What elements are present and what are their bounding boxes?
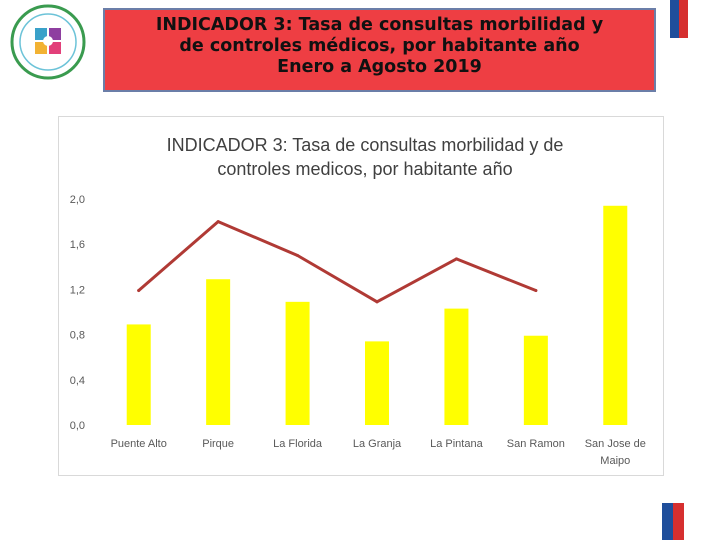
slide-title: INDICADOR 3: Tasa de consultas morbilida… (103, 8, 656, 92)
bar (523, 335, 548, 425)
x-tick-label: Pirque (202, 438, 234, 450)
chart-title-line: controles medicos, por habitante año (217, 159, 512, 179)
x-tick-label: La Pintana (430, 438, 483, 450)
line-point (454, 257, 458, 261)
x-tick-label: La Florida (273, 438, 323, 450)
chart-frame: INDICADOR 3: Tasa de consultas morbilida… (58, 116, 664, 476)
flag-accent-top (670, 0, 688, 38)
x-tick-label: San Ramon (507, 438, 565, 450)
y-tick-label: 2,0 (70, 194, 85, 206)
x-tick-label: La Granja (353, 438, 402, 450)
x-tick-label: Puente Alto (111, 438, 167, 450)
line-point (216, 220, 220, 224)
bar (365, 341, 389, 425)
bar (603, 205, 628, 425)
bar (444, 308, 469, 425)
y-tick-label: 0,8 (70, 330, 85, 342)
bar (285, 301, 310, 425)
y-tick-label: 1,2 (70, 284, 85, 296)
bar (126, 324, 151, 425)
line-series (137, 220, 538, 304)
y-tick-label: 0,4 (70, 375, 85, 387)
chart-title-line: INDICADOR 3: Tasa de consultas morbilida… (167, 135, 564, 155)
x-tick-label: San Jose de (585, 438, 646, 450)
flag-accent-bottom (662, 503, 684, 540)
slide-title-line: Enero a Agosto 2019 (277, 57, 482, 77)
line-point (534, 289, 538, 293)
x-tick-label: Maipo (600, 455, 630, 467)
bar (206, 279, 231, 425)
slide-title-line: de controles médicos, por habitante año (179, 36, 580, 56)
line-point (137, 289, 141, 293)
y-tick-label: 0,0 (70, 420, 85, 432)
y-tick-label: 1,6 (70, 239, 85, 251)
line-point (296, 254, 300, 257)
slide-title-line: INDICADOR 3: Tasa de consultas morbilida… (155, 15, 604, 35)
line-point (375, 300, 379, 304)
health-service-logo (10, 4, 86, 80)
indicator-chart: INDICADOR 3: Tasa de consultas morbilida… (70, 135, 646, 467)
